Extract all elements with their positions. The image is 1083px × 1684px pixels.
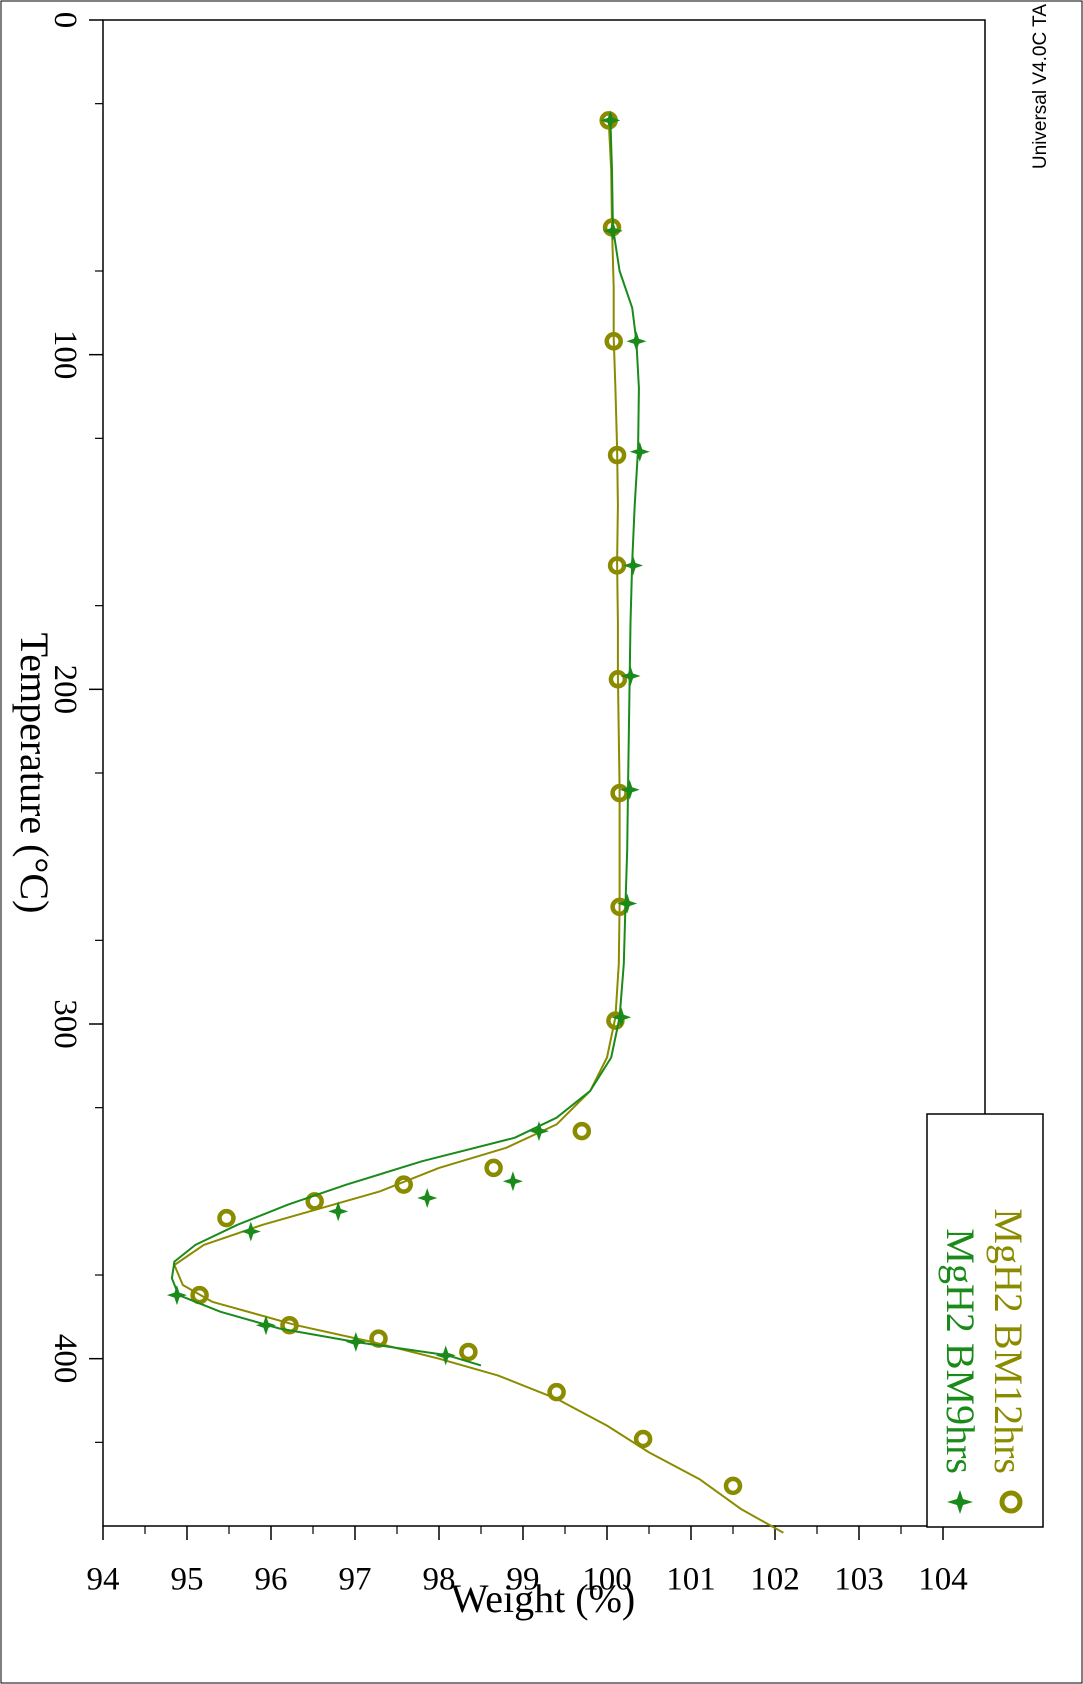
data-point bbox=[572, 1121, 592, 1141]
y-tick-label: 104 bbox=[918, 1562, 968, 1598]
y-tick-label: 103 bbox=[834, 1562, 884, 1598]
data-point bbox=[345, 1331, 366, 1352]
y-tick-label: 99 bbox=[507, 1562, 540, 1598]
legend-circle-marker bbox=[999, 1490, 1023, 1514]
x-tick-label: 0 bbox=[47, 12, 83, 29]
software-label: Universal V4.0C TA bbox=[1030, 4, 1051, 169]
data-point bbox=[619, 779, 640, 800]
data-point bbox=[626, 331, 647, 352]
legend-item-mgh2-bm12hrs: MgH2 BM12hrs bbox=[986, 1208, 1031, 1514]
data-point bbox=[240, 1221, 261, 1242]
x-tick-label: 400 bbox=[47, 1334, 83, 1384]
y-tick-label: 97 bbox=[339, 1562, 372, 1598]
x-axis: 0 100 200 300 400 bbox=[47, 12, 103, 1443]
data-point bbox=[623, 555, 644, 576]
series-layer bbox=[166, 110, 784, 1534]
series-line-mgh2-bm12hrs bbox=[173, 120, 784, 1534]
x-axis-title: Temperature (°C) bbox=[12, 633, 57, 914]
data-point bbox=[190, 1285, 209, 1305]
legend-label-mgh2-bm12hrs: MgH2 BM12hrs bbox=[986, 1208, 1031, 1474]
data-point bbox=[611, 1007, 632, 1028]
data-point bbox=[723, 1476, 743, 1496]
data-point bbox=[459, 1342, 478, 1362]
series-mgh2-bm12hrs bbox=[173, 111, 784, 1534]
data-point bbox=[528, 1121, 549, 1142]
y-tick-label: 94 bbox=[87, 1562, 120, 1598]
legend-box bbox=[926, 1113, 1044, 1528]
y-axis-title: Weight (%) bbox=[451, 1576, 636, 1621]
legend-item-mgh2-bm9hrs: MgH2 BM9hrs bbox=[938, 1228, 983, 1514]
data-point bbox=[394, 1175, 413, 1194]
x-tick-label: 200 bbox=[47, 665, 83, 715]
legend-label-mgh2-bm9hrs: MgH2 BM9hrs bbox=[938, 1228, 983, 1474]
data-point bbox=[547, 1382, 566, 1402]
data-point bbox=[328, 1201, 349, 1222]
data-point bbox=[620, 665, 641, 686]
data-point bbox=[617, 893, 638, 914]
data-point bbox=[417, 1188, 438, 1209]
data-point bbox=[610, 783, 629, 803]
data-point bbox=[602, 220, 623, 241]
x-tick-label: 100 bbox=[47, 330, 83, 380]
legend: MgH2 BM12hrs MgH2 BM9hrs bbox=[926, 1113, 1044, 1528]
data-point bbox=[255, 1315, 276, 1336]
data-point bbox=[608, 670, 628, 689]
data-point bbox=[280, 1315, 299, 1335]
data-point bbox=[484, 1158, 503, 1178]
y-tick-label: 100 bbox=[582, 1562, 632, 1598]
legend-star-marker bbox=[947, 1490, 973, 1514]
x-tick-label: 300 bbox=[47, 999, 83, 1049]
y-tick-label: 98 bbox=[423, 1562, 456, 1598]
y-tick-label: 95 bbox=[171, 1562, 204, 1598]
data-point bbox=[604, 332, 623, 351]
data-point bbox=[607, 445, 627, 465]
data-point bbox=[629, 441, 650, 462]
y-axis: 94 95 96 97 98 99 100 101 102 103 104 bbox=[87, 1526, 968, 1598]
plot-area: 0 100 200 300 400 94 95 96 97 98 99 100 101 102 103 10… bbox=[12, 12, 1044, 1621]
data-point bbox=[633, 1429, 653, 1449]
data-point bbox=[166, 1285, 187, 1306]
data-point bbox=[600, 110, 621, 131]
y-tick-label: 101 bbox=[666, 1562, 716, 1598]
data-point bbox=[435, 1345, 456, 1366]
data-point bbox=[217, 1208, 236, 1228]
y-tick-label: 96 bbox=[255, 1562, 288, 1598]
data-point bbox=[305, 1192, 324, 1211]
y-tick-label: 102 bbox=[750, 1562, 800, 1598]
data-point bbox=[502, 1171, 523, 1192]
series-mgh2-bm9hrs bbox=[166, 110, 650, 1367]
